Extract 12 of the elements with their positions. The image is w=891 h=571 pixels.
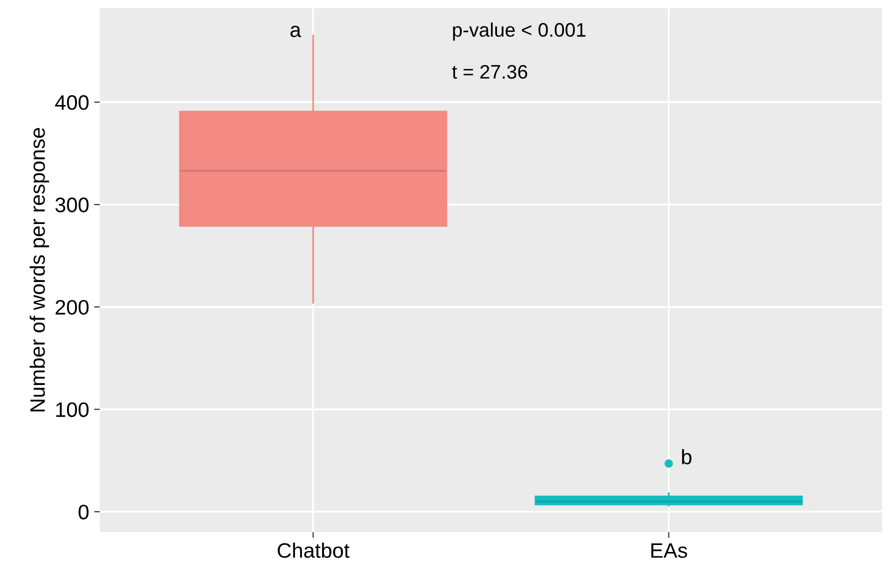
annotation: t = 27.36 bbox=[452, 64, 528, 79]
x-tick-label: Chatbot bbox=[278, 542, 350, 558]
y-tick-label: 100 bbox=[56, 402, 89, 418]
y-tick-label: 300 bbox=[55, 198, 89, 212]
y-tick-label: 400 bbox=[55, 95, 89, 110]
annotation: a bbox=[290, 26, 302, 38]
y-tick-label: 0 bbox=[78, 504, 89, 520]
y-tick-label: 200 bbox=[56, 300, 89, 315]
x-tick-label: EAs bbox=[651, 543, 688, 558]
annotation: p-value < 0.001 bbox=[453, 22, 586, 41]
annotation: b bbox=[682, 449, 692, 464]
y-axis-title: Number of words per response bbox=[30, 128, 50, 412]
